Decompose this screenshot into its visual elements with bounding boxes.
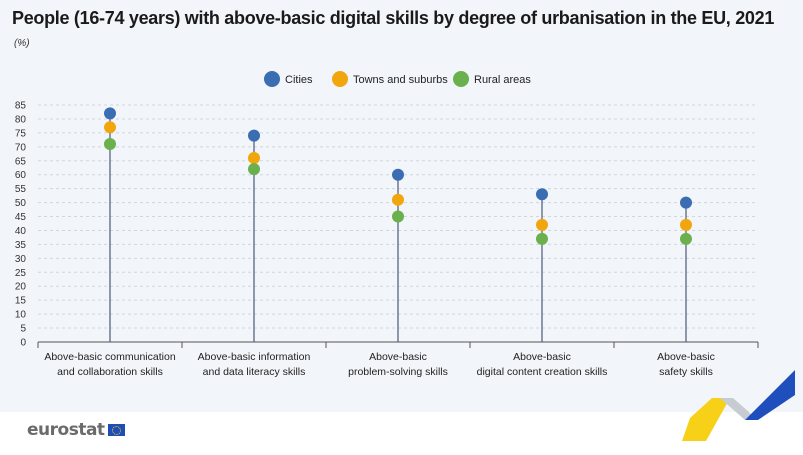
y-tick-label: 75 bbox=[15, 128, 27, 139]
data-point bbox=[248, 163, 260, 176]
x-tick-label: Above-basic information bbox=[198, 351, 311, 363]
data-point bbox=[392, 193, 404, 206]
y-tick-label: 70 bbox=[15, 142, 27, 153]
data-point bbox=[104, 138, 116, 151]
unit-label: (%) bbox=[14, 38, 30, 49]
eurostat-logo: eurostat bbox=[27, 420, 125, 440]
y-tick-label: 5 bbox=[20, 324, 26, 335]
chart-title: People (16-74 years) with above-basic di… bbox=[12, 8, 775, 28]
y-tick-label: 80 bbox=[15, 114, 27, 125]
y-tick-label: 0 bbox=[20, 338, 26, 349]
legend-marker bbox=[453, 71, 469, 87]
x-tick-label: Above-basic communication bbox=[44, 351, 175, 363]
y-tick-label: 65 bbox=[15, 156, 27, 167]
deco-grey-shape bbox=[720, 398, 758, 420]
legend-marker bbox=[264, 71, 280, 87]
y-tick-label: 15 bbox=[15, 296, 27, 307]
data-point bbox=[392, 210, 404, 223]
data-point bbox=[680, 218, 692, 231]
x-tick-label: safety skills bbox=[659, 366, 713, 378]
x-tick-label: and data literacy skills bbox=[203, 366, 306, 378]
data-point bbox=[680, 196, 692, 209]
legend-marker bbox=[332, 71, 348, 87]
data-point bbox=[248, 151, 260, 164]
data-point bbox=[104, 121, 116, 134]
y-tick-label: 45 bbox=[15, 212, 27, 223]
deco-blue-shape bbox=[745, 370, 795, 420]
chart: 0 5 10 15 20 25 30 35 40 45 50 55 60 65 70 75 80 85 Above-… bbox=[15, 71, 759, 378]
eu-flag-icon bbox=[107, 424, 125, 436]
x-tick-label: Above-basic bbox=[513, 351, 571, 363]
data-point bbox=[104, 107, 116, 120]
legend-label: Towns and suburbs bbox=[353, 74, 448, 86]
y-tick-label: 50 bbox=[15, 198, 27, 209]
y-tick-label: 30 bbox=[15, 254, 27, 265]
logo-text: eurostat bbox=[27, 420, 105, 440]
y-tick-label: 25 bbox=[15, 268, 27, 279]
y-tick-label: 20 bbox=[15, 282, 27, 293]
data-point bbox=[536, 188, 548, 201]
y-tick-label: 85 bbox=[15, 101, 27, 112]
data-point bbox=[392, 168, 404, 181]
y-tick-label: 55 bbox=[15, 184, 27, 195]
deco-yellow-shape bbox=[682, 398, 730, 441]
y-tick-label: 40 bbox=[15, 226, 27, 237]
x-tick-label: problem-solving skills bbox=[348, 366, 448, 378]
y-tick-label: 35 bbox=[15, 240, 27, 251]
x-tick-label: digital content creation skills bbox=[477, 366, 608, 378]
legend-label: Rural areas bbox=[474, 74, 531, 86]
x-tick-label: Above-basic bbox=[369, 351, 427, 363]
x-tick-label: and collaboration skills bbox=[57, 366, 163, 378]
x-tick-label: Above-basic bbox=[657, 351, 715, 363]
data-point bbox=[248, 129, 260, 142]
data-point bbox=[536, 218, 548, 231]
y-tick-label: 60 bbox=[15, 170, 27, 181]
data-point bbox=[536, 232, 548, 245]
footer bbox=[0, 412, 803, 455]
y-tick-label: 10 bbox=[15, 310, 27, 321]
data-point bbox=[680, 232, 692, 245]
legend-label: Cities bbox=[285, 74, 313, 86]
